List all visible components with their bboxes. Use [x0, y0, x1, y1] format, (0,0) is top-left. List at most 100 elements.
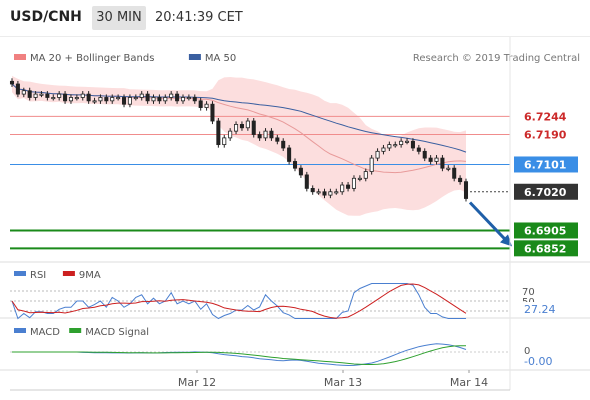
- candle-body: [27, 90, 32, 98]
- candle-body: [304, 174, 309, 189]
- candle-body: [63, 93, 68, 102]
- timeframe-button[interactable]: 30 MIN: [92, 6, 146, 30]
- candle: [192, 94, 197, 104]
- candle-body: [51, 97, 56, 100]
- candle-body: [310, 187, 315, 193]
- candle-body: [281, 140, 286, 149]
- candle-body: [139, 93, 144, 98]
- candle-body: [186, 97, 191, 100]
- candle: [198, 97, 203, 111]
- resistance-price-box: [514, 126, 578, 143]
- candle: [275, 134, 280, 145]
- candle: [163, 94, 168, 104]
- last-price-price-label: 6.7020: [524, 186, 567, 199]
- candle-body: [98, 97, 103, 102]
- legend-swatch: [188, 54, 201, 60]
- candle-body: [245, 120, 250, 129]
- timestamp: 20:41:39 CET: [155, 10, 243, 25]
- candle: [239, 121, 244, 131]
- candle-body: [169, 93, 174, 98]
- candle-body: [375, 150, 380, 159]
- forecast-arrow-head: [500, 234, 512, 247]
- candle: [228, 128, 233, 141]
- candle: [39, 91, 44, 98]
- candle: [251, 118, 256, 138]
- candle-body: [393, 144, 398, 147]
- candle: [21, 87, 26, 98]
- copyright: Research © 2019 Trading Central: [413, 53, 580, 64]
- candle-body: [133, 97, 138, 100]
- candle: [116, 94, 121, 101]
- candle-body: [269, 130, 274, 139]
- candle-body: [446, 167, 451, 170]
- candle-body: [110, 97, 115, 102]
- candle: [222, 134, 227, 148]
- candle: [440, 155, 445, 172]
- candle: [357, 175, 362, 182]
- candle-body: [104, 97, 109, 102]
- symbol-label: USD/CNH: [10, 9, 82, 25]
- candle-body: [387, 144, 392, 149]
- candle: [57, 91, 62, 101]
- candle-body: [45, 93, 50, 98]
- candle-body: [463, 181, 469, 199]
- candle: [452, 165, 457, 182]
- candle: [287, 144, 292, 165]
- candle-body: [275, 137, 280, 142]
- candle-body: [151, 97, 156, 102]
- candle-body: [257, 134, 262, 139]
- candle-body: [434, 157, 439, 162]
- candle-body: [122, 97, 127, 105]
- candle: [139, 91, 144, 101]
- rsi-ma-line: [11, 283, 467, 319]
- x-tick-label: Mar 14: [450, 376, 488, 389]
- rsi-legend-swatch: [14, 271, 26, 276]
- candle: [9, 78, 15, 88]
- macd-legend-swatch: [69, 328, 82, 333]
- rsi-legend-swatch: [62, 271, 75, 276]
- candle-body: [86, 93, 91, 102]
- candle: [151, 94, 156, 104]
- macd-legend-label: MACD Signal: [85, 327, 149, 338]
- candle: [346, 181, 351, 192]
- candle-body: [68, 97, 73, 102]
- candle-body: [180, 97, 186, 102]
- candle: [80, 91, 85, 101]
- candle: [269, 128, 274, 141]
- candle: [434, 155, 439, 165]
- candle: [204, 101, 209, 111]
- candle-body: [369, 157, 374, 172]
- candle: [122, 94, 127, 108]
- candle: [68, 94, 73, 104]
- candle-body: [334, 191, 339, 194]
- candle: [15, 80, 20, 98]
- candle-body: [222, 137, 227, 146]
- candle: [381, 144, 386, 155]
- forecast-arrow: [468, 201, 508, 242]
- candle-body: [145, 93, 150, 102]
- resistance-price-label: 6.7244: [524, 110, 567, 123]
- legend-label: MA 20 + Bollinger Bands: [30, 53, 154, 64]
- candle-body: [322, 191, 327, 196]
- candle-body: [39, 93, 44, 96]
- candle: [298, 165, 303, 178]
- candle-body: [74, 97, 79, 100]
- candle: [363, 168, 368, 182]
- candle-body: [346, 184, 351, 189]
- candle: [234, 121, 239, 135]
- candle-body: [239, 124, 244, 129]
- support-price-box: [514, 240, 578, 257]
- candle: [310, 185, 315, 195]
- candle: [92, 97, 97, 104]
- macd-value-label: -0.00: [524, 355, 552, 368]
- candle: [340, 181, 345, 195]
- candle-body: [287, 147, 292, 162]
- candle: [63, 91, 68, 104]
- x-tick-label: Mar 12: [178, 376, 216, 389]
- candle: [180, 94, 186, 104]
- candle-body: [263, 130, 268, 139]
- chart-header: USD/CNH 30 MIN 20:41:39 CET: [0, 0, 590, 36]
- candle: [316, 188, 321, 195]
